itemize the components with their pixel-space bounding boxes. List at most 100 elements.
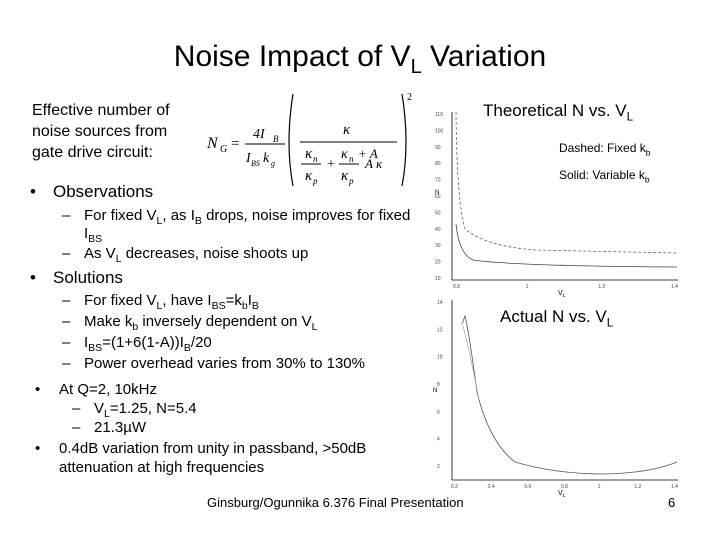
dash: – — [62, 292, 71, 309]
eq-power: 2 — [407, 92, 412, 103]
eq-kappa-n2: κ — [341, 147, 348, 162]
actual-plot: 14 12 10 8 6 4 2 0.2 0.4 0.6 0.8 1 1.2 1.4 N V L — [433, 300, 678, 499]
tick-label: 40 — [435, 227, 441, 233]
eq-den-k: k — [263, 151, 270, 166]
solutions-heading: Solutions — [53, 268, 123, 287]
dash: – — [62, 207, 71, 224]
eq-den-sub2: g — [271, 159, 275, 168]
actual-x-label-sub: L — [563, 493, 566, 499]
eq-equals: = — [231, 136, 239, 152]
result-line: 0.4dB variation from unity in passband, … — [59, 440, 367, 457]
tick-label: 0.6 — [524, 484, 531, 490]
tick-label: 100 — [435, 128, 444, 134]
eq-num-sub: B — [273, 134, 279, 144]
actual-y-label: N — [433, 388, 437, 394]
eq-kappa-p2: κ — [341, 168, 349, 184]
bullet: • — [30, 268, 36, 287]
eq-den-sub1: BS — [251, 159, 260, 168]
obs-item-1-cont: IBS — [84, 225, 103, 245]
dash: – — [72, 400, 81, 417]
eq-num: 4I — [253, 127, 266, 142]
intro-text: Effective number of noise sources from g… — [32, 100, 202, 163]
tick-label: 10 — [435, 276, 441, 282]
dash: – — [62, 245, 71, 262]
bullet: • — [35, 381, 41, 398]
tick-label: 20 — [435, 260, 441, 266]
tick-label: 12 — [437, 327, 443, 333]
noise-equation: N G = 4I B I BS k g 2 κ κ n κ p + κ n + … — [206, 92, 412, 187]
result-line: attenuation at high frequencies — [59, 459, 265, 476]
actual-plot-title: Actual N vs. VL — [500, 307, 614, 330]
tick-label: 70 — [435, 178, 441, 184]
legend-solid: Solid: Variable kb — [559, 168, 650, 185]
dash: – — [72, 419, 81, 436]
footer-text: Ginsburg/Ogunnika 6.376 Final Presentati… — [207, 495, 464, 510]
eq-lhs-sub: G — [220, 144, 227, 155]
result-line: At Q=2, 10kHz — [59, 381, 157, 398]
dash: – — [62, 313, 71, 330]
tick-label: 1 — [526, 284, 529, 290]
eq-plus: + — [327, 157, 335, 172]
sol-item-1: For fixed VL, have IBS=kbIB — [84, 292, 259, 312]
observations-heading: Observations — [53, 182, 154, 201]
legend-dashed: Dashed: Fixed kb — [559, 141, 651, 158]
tick-label: 50 — [435, 210, 441, 216]
obs-item-2: As VL decreases, noise shoots up — [84, 245, 309, 265]
tick-label: 10 — [437, 355, 443, 361]
tick-label: 110 — [435, 112, 443, 118]
tick-label: 4 — [437, 437, 440, 443]
eq-a-kappa: A κ — [364, 156, 383, 171]
theory-dashed-curve — [455, 111, 678, 254]
tick-label: 80 — [435, 161, 441, 167]
eq-lhs: N — [206, 135, 219, 152]
obs-item-1: For fixed VL, as IB drops, noise improve… — [84, 207, 411, 227]
actual-x-label: V — [558, 490, 563, 497]
dash: – — [62, 334, 71, 351]
tick-label: 6 — [437, 409, 440, 415]
intro-line: Effective number of — [32, 102, 170, 119]
theory-solid-curve — [455, 223, 678, 268]
bullet: • — [30, 182, 36, 201]
result-line: VL=1.25, N=5.4 — [94, 400, 197, 420]
tick-label: 0.2 — [451, 484, 458, 490]
tick-label: 0.8 — [453, 284, 460, 290]
theory-y-label: N — [435, 190, 439, 196]
tick-label: 2 — [437, 464, 440, 470]
tick-label: 14 — [437, 300, 443, 306]
tick-label: 8 — [437, 382, 440, 388]
tick-label: 0.8 — [561, 484, 568, 490]
tick-label: 1.2 — [598, 284, 605, 290]
actual-curve — [461, 314, 678, 475]
eq-kappa-p: κ — [305, 168, 313, 184]
theory-x-label: V — [558, 290, 563, 297]
eq-plus-a: + A — [358, 146, 378, 161]
eq-kappa-p-sub: p — [312, 176, 318, 186]
tick-label: 0.4 — [488, 484, 495, 490]
tick-label: 1.2 — [634, 484, 641, 490]
bullet: • — [35, 440, 41, 457]
tick-label: 60 — [435, 194, 441, 200]
intro-line: noise sources from — [32, 123, 168, 140]
eq-kappa-n-sub: n — [313, 154, 318, 164]
eq-den-i: I — [245, 151, 252, 166]
result-line: 21.3µW — [94, 419, 146, 436]
eq-kappa-p2-sub: p — [348, 176, 354, 186]
dash: – — [62, 355, 71, 372]
eq-kappa-n: κ — [305, 146, 313, 162]
slide-title: Noise Impact of VL Variation — [173, 40, 547, 78]
page-number: 6 — [668, 495, 676, 510]
tick-label: 1.4 — [671, 484, 678, 490]
sol-item-2: Make kb inversely dependent on VL — [84, 313, 318, 333]
eq-kappa-top: κ — [343, 122, 351, 138]
sol-item-4: Power overhead varies from 30% to 130% — [84, 355, 365, 372]
tick-label: 90 — [435, 145, 441, 151]
tick-label: 1 — [598, 484, 601, 490]
eq-kappa-n2-sub: n — [349, 154, 354, 164]
theory-plot-title: Theoretical N vs. VL — [483, 101, 634, 124]
tick-label: 1.4 — [671, 284, 678, 290]
intro-line: gate drive circuit: — [32, 144, 153, 161]
tick-label: 30 — [435, 243, 441, 249]
theory-x-label-sub: L — [563, 293, 566, 299]
sol-item-3: IBS=(1+6(1-A))IB/20 — [84, 334, 212, 354]
